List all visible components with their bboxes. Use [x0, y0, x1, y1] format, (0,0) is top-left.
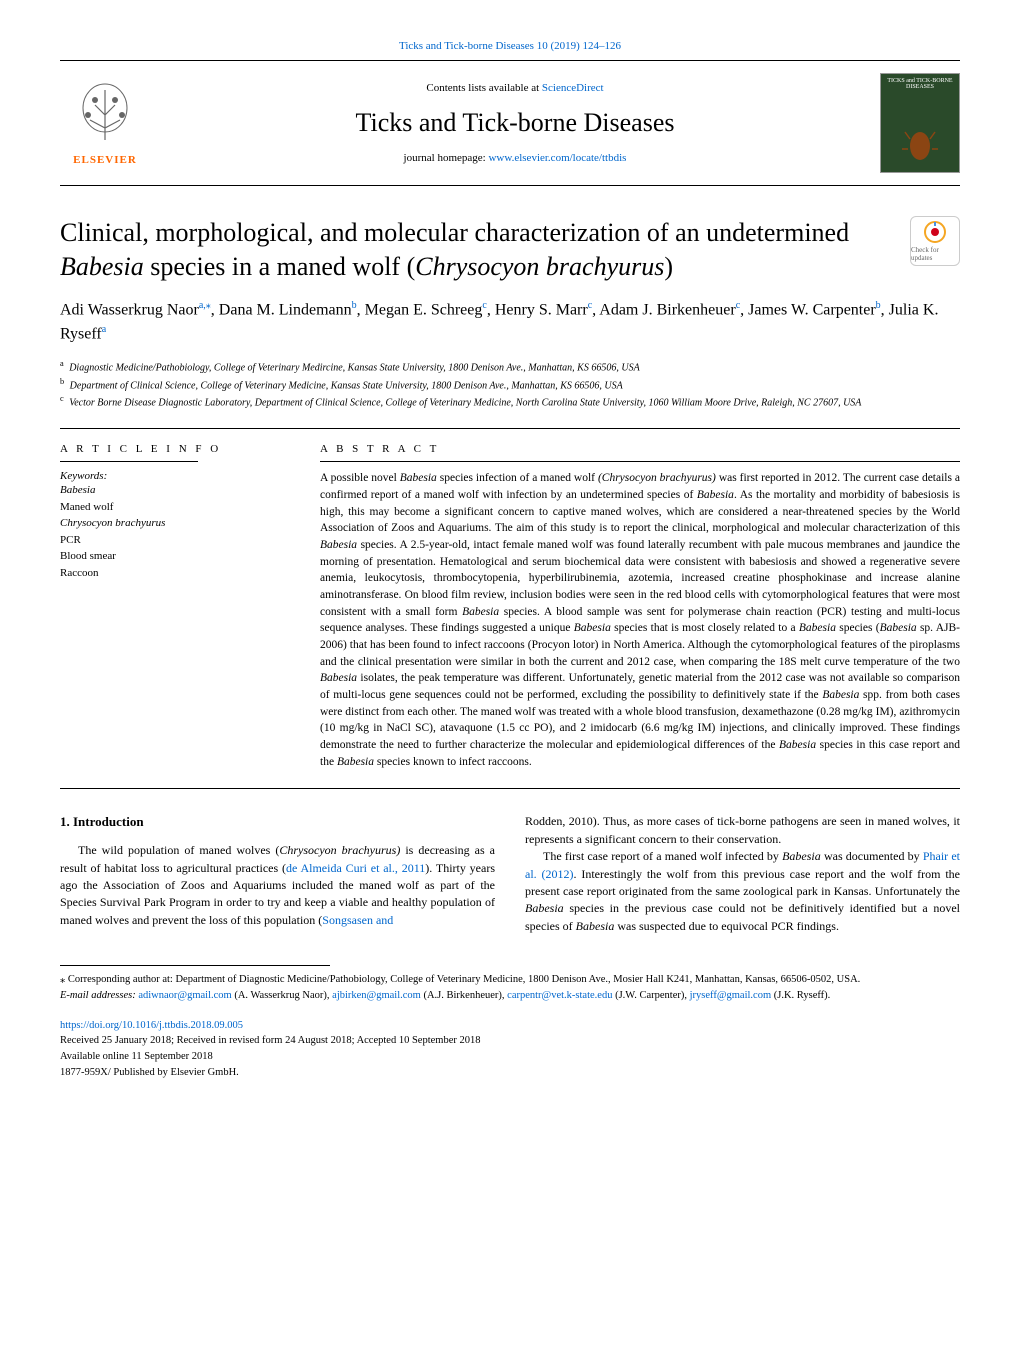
authors-list: Adi Wasserkrug Naora,⁎, Dana M. Lindeman…: [60, 298, 960, 347]
doi-link[interactable]: https://doi.org/10.1016/j.ttbdis.2018.09…: [60, 1020, 243, 1031]
body-two-column: 1. Introduction The wild population of m…: [60, 813, 960, 935]
elsevier-wordmark: ELSEVIER: [73, 154, 137, 166]
section-divider: [60, 788, 960, 789]
contents-prefix: Contents lists available at: [426, 82, 541, 94]
journal-title: Ticks and Tick-borne Diseases: [150, 108, 880, 138]
section-number: 1.: [60, 814, 70, 829]
footer-notes: ⁎ Corresponding author at: Department of…: [60, 972, 960, 1004]
affiliations-list: a Diagnostic Medicine/Pathobiology, Coll…: [60, 358, 960, 410]
abstract-heading: A B S T R A C T: [320, 443, 960, 455]
homepage-prefix: journal homepage:: [404, 152, 489, 164]
body-paragraph: The wild population of maned wolves (Chr…: [60, 842, 495, 929]
abstract-column: A B S T R A C T A possible novel Babesia…: [320, 443, 960, 770]
main-body: 1. Introduction The wild population of m…: [60, 813, 960, 935]
journal-center-block: Contents lists available at ScienceDirec…: [150, 82, 880, 164]
abstract-divider: [320, 461, 960, 462]
email-link[interactable]: jryseff@gmail.com: [690, 990, 772, 1001]
title-part2: species in a maned wolf (: [144, 252, 415, 281]
elsevier-tree-icon: [70, 80, 140, 150]
article-title: Clinical, morphological, and molecular c…: [60, 216, 960, 284]
article-info-column: A R T I C L E I N F O Keywords: BabesiaM…: [60, 443, 290, 770]
cover-tick-icon: [900, 124, 940, 164]
received-line: Received 25 January 2018; Received in re…: [60, 1035, 480, 1046]
corresponding-author-note: ⁎ Corresponding author at: Department of…: [60, 972, 960, 988]
keywords-label: Keywords:: [60, 470, 290, 482]
info-divider: [60, 461, 198, 462]
email-link[interactable]: adiwnaor@gmail.com: [138, 990, 231, 1001]
email-link[interactable]: ajbirken@gmail.com: [332, 990, 421, 1001]
homepage-line: journal homepage: www.elsevier.com/locat…: [150, 152, 880, 164]
updates-icon: [923, 220, 947, 244]
title-italic1: Babesia: [60, 252, 144, 281]
elsevier-logo[interactable]: ELSEVIER: [60, 73, 150, 173]
email-link[interactable]: carpentr@vet.k-state.edu: [507, 990, 612, 1001]
introduction-heading: 1. Introduction: [60, 813, 495, 832]
abstract-text: A possible novel Babesia species infecti…: [320, 470, 960, 770]
updates-label: Check for updates: [911, 246, 959, 262]
available-line: Available online 11 September 2018: [60, 1051, 213, 1062]
cover-title-text: TICKS and TICK-BORNE DISEASES: [885, 78, 955, 90]
keywords-list: BabesiaManed wolfChrysocyon brachyurusPC…: [60, 482, 290, 581]
article-info-heading: A R T I C L E I N F O: [60, 443, 290, 455]
doi-block: https://doi.org/10.1016/j.ttbdis.2018.09…: [60, 1018, 960, 1081]
title-part3: ): [664, 252, 673, 281]
check-updates-badge[interactable]: Check for updates: [910, 216, 960, 266]
journal-cover-thumbnail[interactable]: TICKS and TICK-BORNE DISEASES: [880, 73, 960, 173]
journal-header: ELSEVIER Contents lists available at Sci…: [60, 60, 960, 186]
citation-link[interactable]: Ticks and Tick-borne Diseases 10 (2019) …: [399, 40, 621, 52]
section-title: Introduction: [73, 814, 144, 829]
body-paragraph: The first case report of a maned wolf in…: [525, 848, 960, 935]
title-part1: Clinical, morphological, and molecular c…: [60, 218, 849, 247]
body-paragraph: Rodden, 2010). Thus, as more cases of ti…: [525, 813, 960, 848]
contents-line: Contents lists available at ScienceDirec…: [150, 82, 880, 94]
sciencedirect-link[interactable]: ScienceDirect: [542, 82, 604, 94]
issn-line: 1877-959X/ Published by Elsevier GmbH.: [60, 1067, 239, 1078]
homepage-link[interactable]: www.elsevier.com/locate/ttbdis: [488, 152, 626, 164]
title-italic2: Chrysocyon brachyurus: [415, 252, 664, 281]
footer-divider: [60, 965, 330, 966]
citation-bar: Ticks and Tick-borne Diseases 10 (2019) …: [60, 40, 960, 52]
email-line: E-mail addresses: adiwnaor@gmail.com (A.…: [60, 988, 960, 1004]
section-divider: [60, 428, 960, 429]
email-label: E-mail addresses:: [60, 990, 138, 1001]
info-abstract-row: A R T I C L E I N F O Keywords: BabesiaM…: [60, 443, 960, 770]
